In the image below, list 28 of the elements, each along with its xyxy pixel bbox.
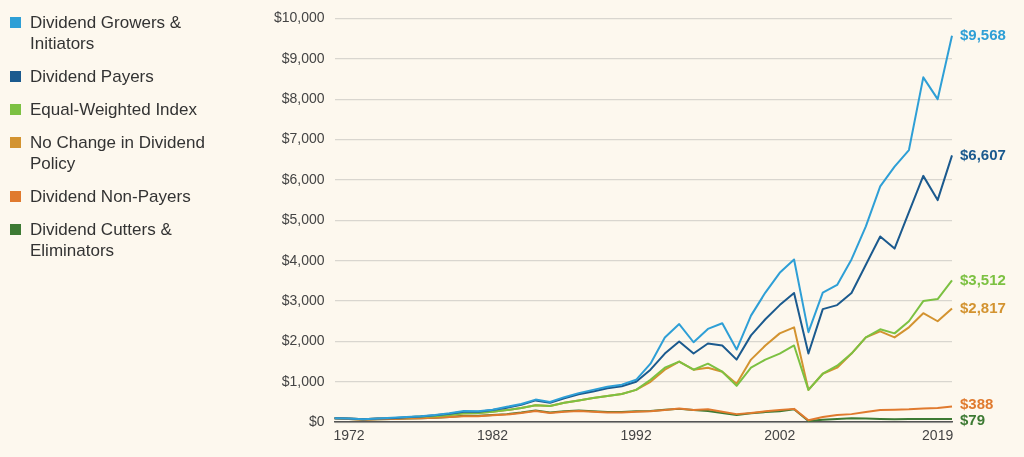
y-tick-label: $4,000	[281, 251, 325, 268]
y-tick-label: $8,000	[281, 90, 325, 107]
data-label: $9,568	[960, 25, 1006, 43]
x-tick-label: 1982	[476, 427, 509, 444]
y-tick-label: $5,000	[281, 211, 325, 228]
y-tick-label: $0	[309, 413, 325, 430]
y-tick-label: $7,000	[281, 130, 325, 147]
legend-label: Dividend Cutters & Eliminators	[30, 219, 173, 261]
data-label: $79	[960, 410, 986, 428]
legend-label: Equal-Weighted Index	[30, 99, 198, 120]
data-label: $388	[960, 394, 994, 412]
y-tick-label: $10,000	[274, 9, 325, 26]
legend-label: Dividend Non-Payers	[30, 186, 192, 207]
legend-label: Dividend Growers & Initiators	[30, 12, 183, 54]
y-tick-label: $1,000	[281, 372, 325, 389]
x-tick-label: 2019	[922, 427, 954, 444]
legend-label: No Change in Dividend Policy	[30, 132, 206, 174]
y-tick-label: $6,000	[281, 170, 325, 187]
y-tick-label: $2,000	[281, 332, 325, 349]
x-tick-label: 1992	[620, 427, 652, 444]
x-tick-label: 1972	[333, 427, 365, 444]
data-label: $3,512	[960, 270, 1006, 288]
data-label: $6,607	[960, 145, 1006, 163]
y-tick-label: $9,000	[281, 49, 325, 66]
x-tick-label: 2002	[764, 427, 796, 444]
legend-label: Dividend Payers	[30, 66, 155, 87]
data-label: $2,817	[960, 298, 1006, 316]
y-tick-label: $3,000	[281, 291, 325, 308]
